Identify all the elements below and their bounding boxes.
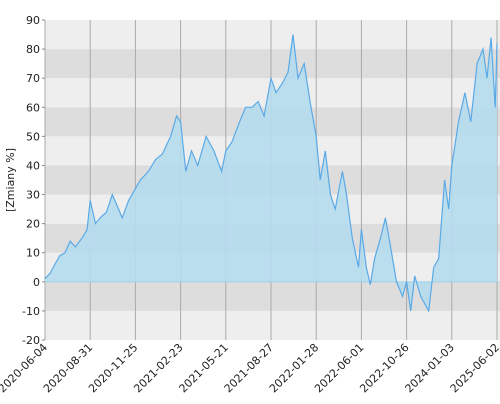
y-tick-label: 50 bbox=[26, 130, 40, 143]
grid-band bbox=[45, 20, 500, 50]
grid-band bbox=[45, 310, 500, 340]
y-tick-label: 90 bbox=[26, 14, 40, 27]
area bbox=[45, 34, 497, 311]
grid-band bbox=[45, 49, 500, 79]
y-tick-label: 0 bbox=[33, 276, 40, 289]
y-tick-label: -10 bbox=[22, 305, 40, 318]
y-tick-label: 10 bbox=[26, 247, 40, 260]
y-tick-label: 40 bbox=[26, 159, 40, 172]
y-tick-label: 80 bbox=[26, 43, 40, 56]
y-tick-label: 60 bbox=[26, 101, 40, 114]
y-tick-label: 70 bbox=[26, 72, 40, 85]
y-tick-label: 30 bbox=[26, 189, 40, 202]
y-tick-label: 20 bbox=[26, 218, 40, 231]
line bbox=[44, 34, 498, 313]
y-axis-label: [Zmiany %] bbox=[4, 148, 17, 212]
y-tick-label: -20 bbox=[22, 334, 40, 347]
